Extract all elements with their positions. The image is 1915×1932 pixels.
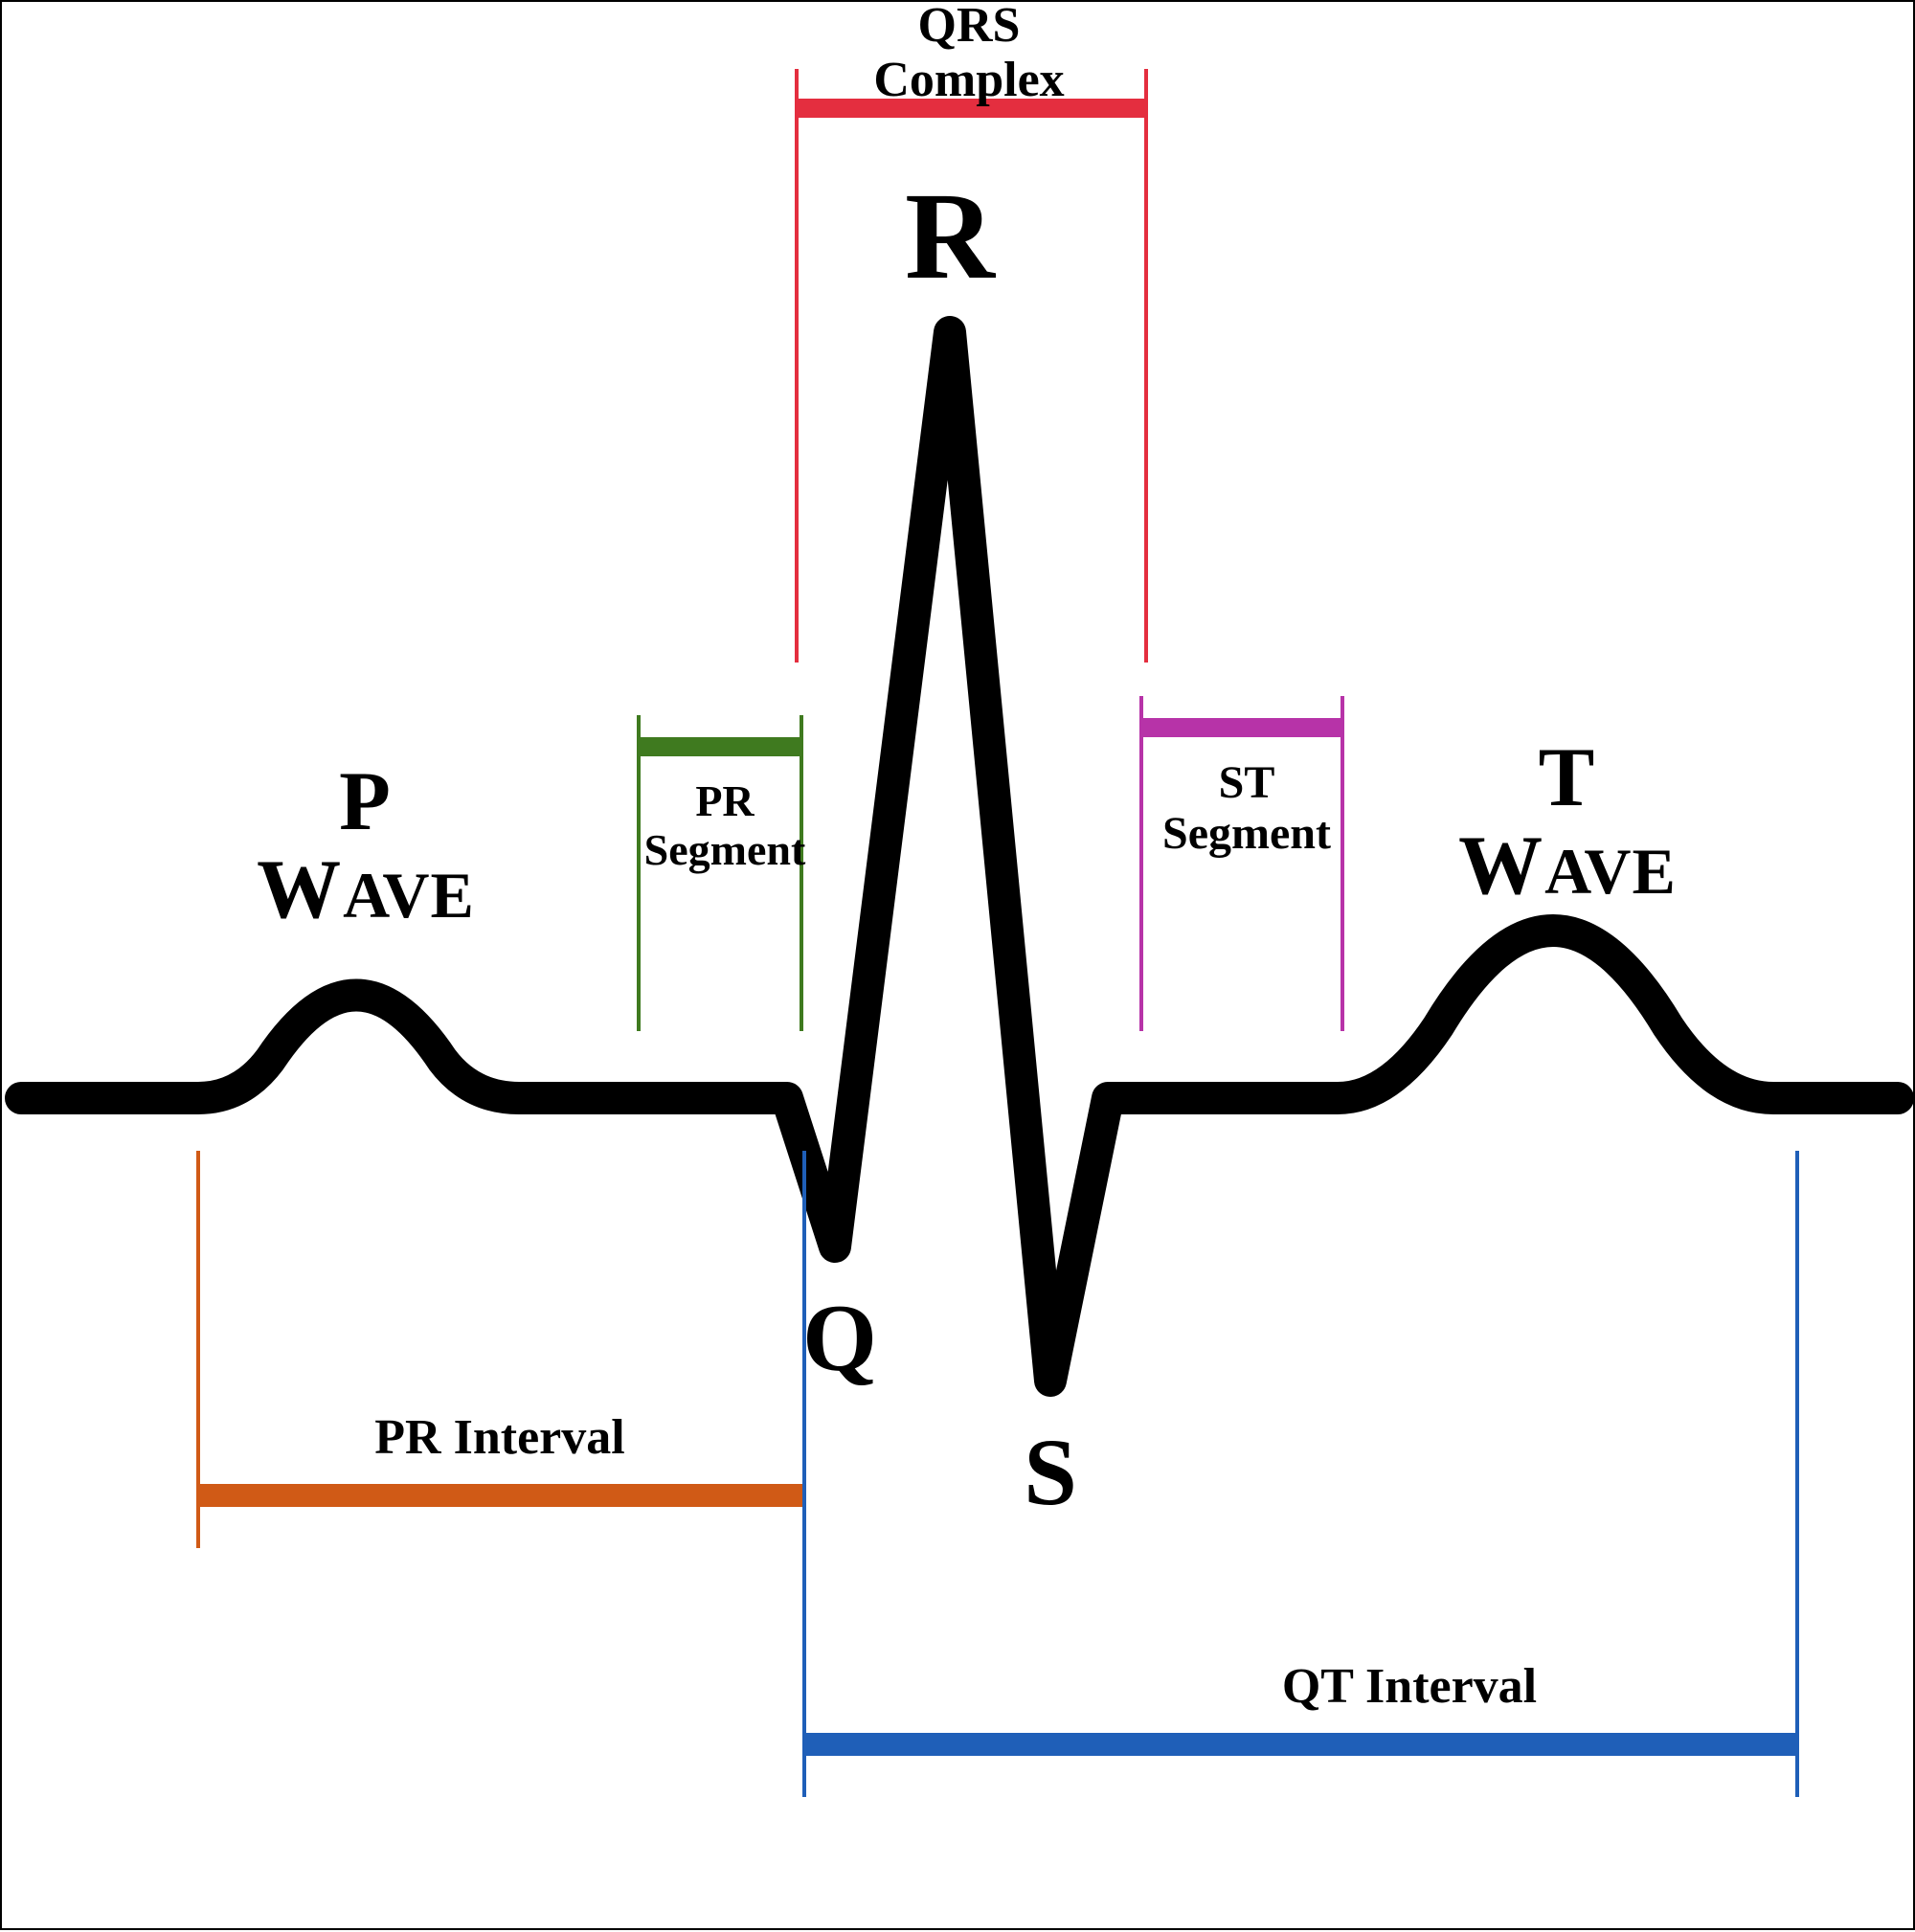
r-point-label: R xyxy=(892,165,1007,308)
pr-interval-label: PR Interval xyxy=(308,1409,691,1466)
p-wave-label: P WAVE xyxy=(251,758,481,935)
s-point-label: S xyxy=(998,1417,1103,1527)
qt-interval-label: QT Interval xyxy=(1218,1658,1601,1715)
qrs-complex-label: QRS Complex xyxy=(835,0,1103,107)
st-segment-label: ST Segment xyxy=(1132,758,1362,860)
pr-interval-bracket xyxy=(198,1151,804,1548)
p-wave-w: W xyxy=(257,843,343,936)
st-segment-bracket xyxy=(1141,696,1342,1031)
pr-segment-label: PR Segment xyxy=(615,777,835,874)
q-point-label: Q xyxy=(787,1283,892,1393)
ecg-diagram: P WAVE T WAVE R Q S QRS Complex PR Segme… xyxy=(0,0,1915,1930)
t-wave-label: T WAVE xyxy=(1448,734,1687,911)
